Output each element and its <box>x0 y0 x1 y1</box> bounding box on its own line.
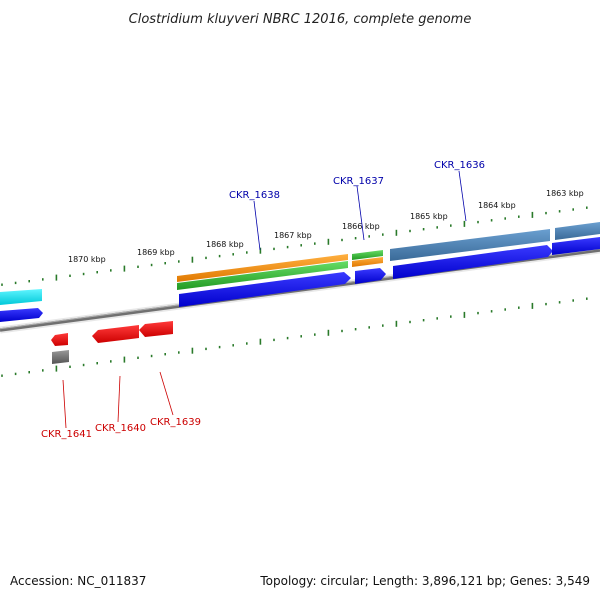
forward-features <box>0 222 600 322</box>
upper-gene-labels: CKR_1638 CKR_1637 CKR_1636 <box>229 160 485 251</box>
gray-feature-ckr1641[interactable] <box>52 350 69 364</box>
lower-gene-labels: CKR_1641 CKR_1640 CKR_1639 <box>41 371 201 440</box>
gene-label-ckr1636[interactable]: CKR_1636 <box>434 160 485 171</box>
reverse-features <box>51 321 173 364</box>
reverse-gene-ckr1640[interactable] <box>92 325 139 343</box>
kbp-label: 1870 kbp <box>68 255 106 264</box>
forward-gene-ckr1637[interactable] <box>355 268 386 284</box>
kbp-labels: 1870 kbp 1869 kbp 1868 kbp 1867 kbp 1866… <box>68 189 584 264</box>
reverse-gene-ckr1641[interactable] <box>51 333 68 346</box>
kbp-label: 1865 kbp <box>410 212 448 221</box>
orange-feature-ckr1637[interactable] <box>352 257 383 267</box>
lower-tick-track <box>1 297 588 377</box>
forward-gene-ckr1636[interactable] <box>393 245 553 279</box>
upper-tick-track <box>1 206 588 286</box>
gene-label-ckr1639[interactable]: CKR_1639 <box>150 417 201 428</box>
kbp-label: 1866 kbp <box>342 222 380 231</box>
kbp-label: 1863 kbp <box>546 189 584 198</box>
kbp-label: 1868 kbp <box>206 240 244 249</box>
gene-label-ckr1638[interactable]: CKR_1638 <box>229 190 280 201</box>
forward-gene-right[interactable] <box>552 237 600 255</box>
kbp-label: 1864 kbp <box>478 201 516 210</box>
accession-text: Accession: NC_011837 <box>10 574 147 588</box>
forward-gene-arrow[interactable] <box>0 308 43 322</box>
reverse-gene-ckr1639[interactable] <box>139 321 173 337</box>
cyan-feature[interactable] <box>0 289 42 305</box>
green-feature-ckr1638[interactable] <box>177 261 348 290</box>
gene-label-ckr1640[interactable]: CKR_1640 <box>95 423 146 434</box>
orange-feature-ckr1638[interactable] <box>177 254 348 282</box>
kbp-label: 1867 kbp <box>274 231 312 240</box>
gene-label-ckr1637[interactable]: CKR_1637 <box>333 176 384 187</box>
steel-feature-right[interactable] <box>555 222 600 240</box>
green-feature-ckr1637[interactable] <box>352 250 383 260</box>
map-title: Clostridium kluyveri NBRC 12016, complet… <box>129 12 472 27</box>
topology-text: Topology: circular; Length: 3,896,121 bp… <box>260 574 590 588</box>
steel-feature-ckr1636[interactable] <box>390 229 550 261</box>
gene-label-ckr1641[interactable]: CKR_1641 <box>41 429 92 440</box>
kbp-label: 1869 kbp <box>137 248 175 257</box>
forward-gene-ckr1638[interactable] <box>179 272 351 307</box>
